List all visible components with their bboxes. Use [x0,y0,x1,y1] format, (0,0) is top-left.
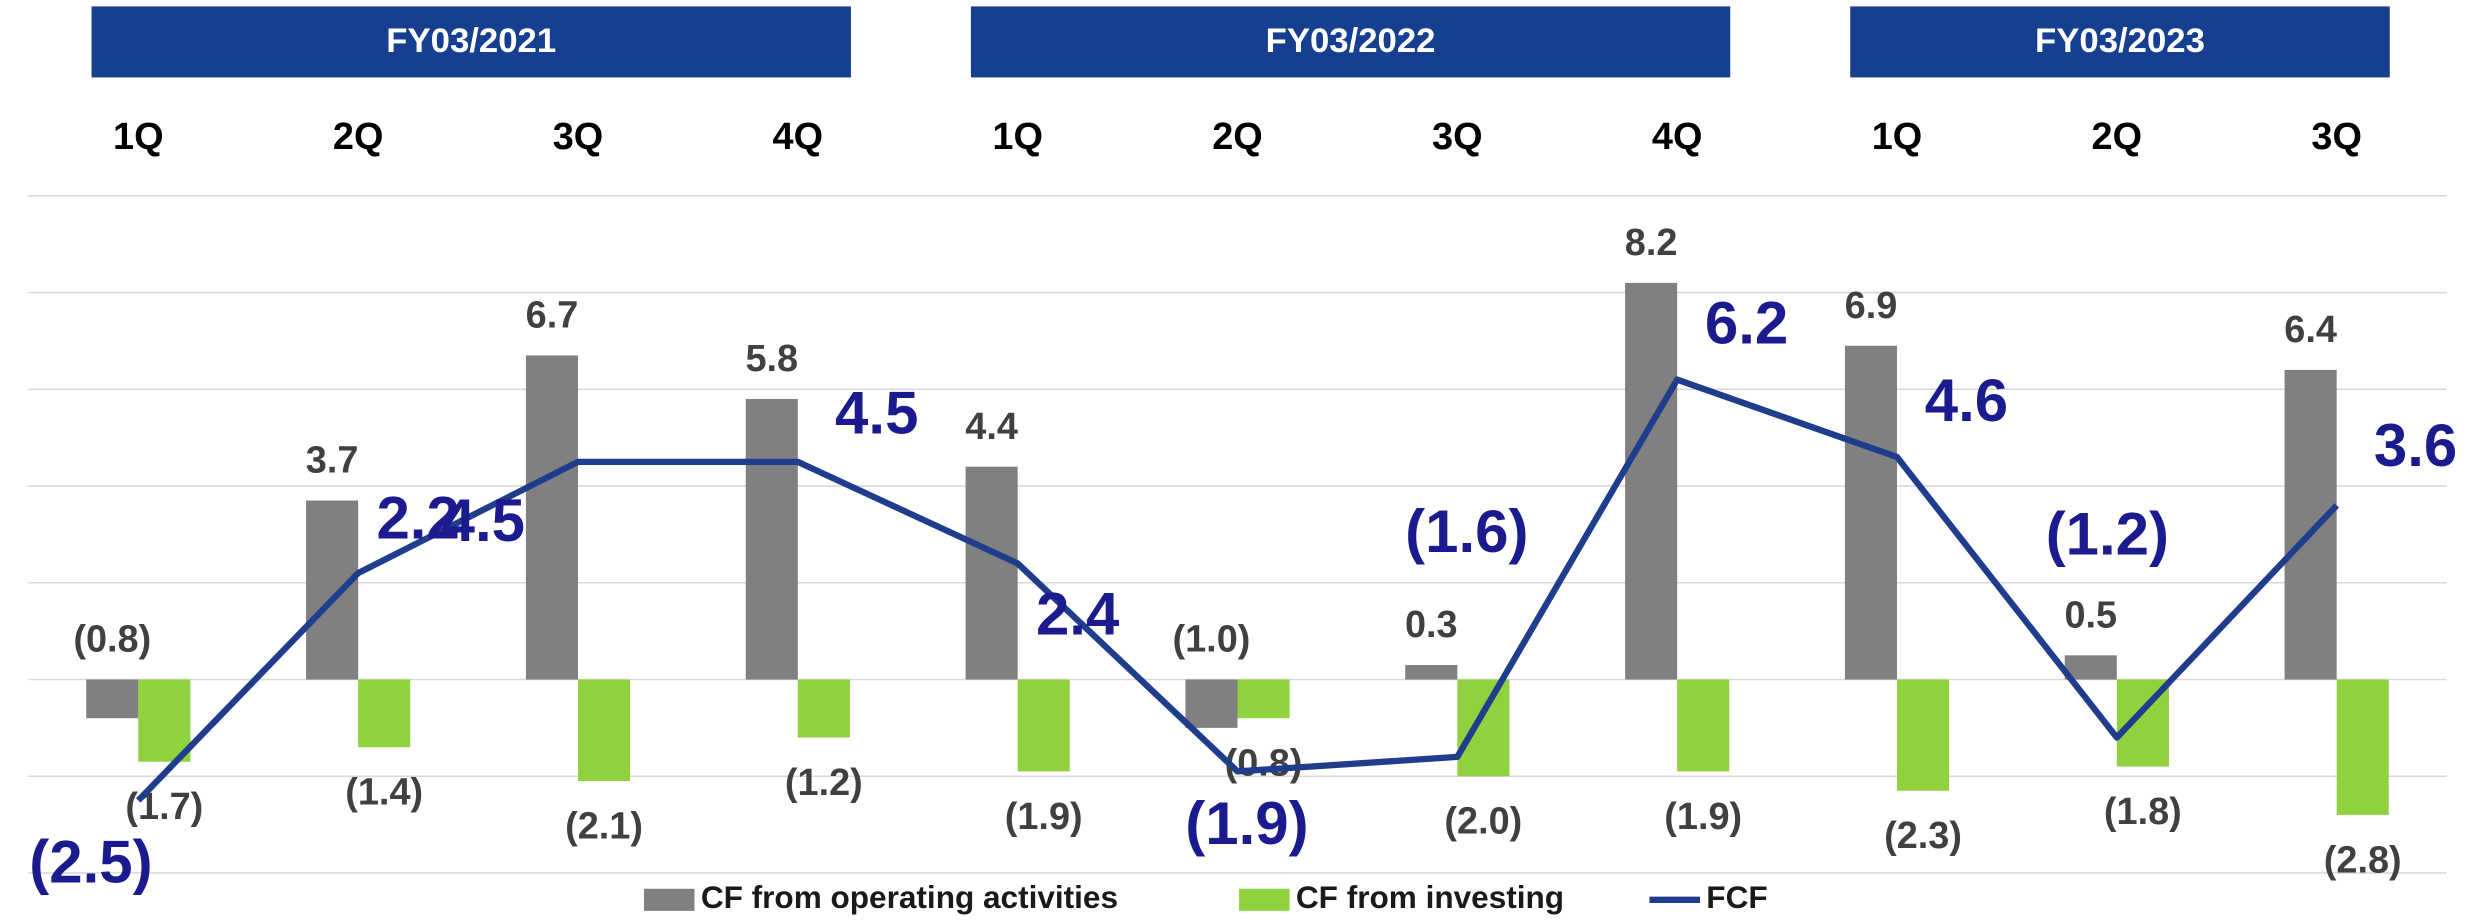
data-label: (1.4) [345,772,423,814]
x-tick-label: 1Q [992,116,1043,158]
bar [745,398,798,680]
legend-swatch [644,888,695,911]
data-label: 8.2 [1625,222,1678,264]
bar [1185,679,1238,728]
bar [1677,679,1730,772]
group-label: FY03/2021 [386,22,556,60]
data-label: (1.9) [1664,796,1742,838]
bar [1844,345,1898,680]
bar [1625,282,1678,680]
legend-label: CF from investing [1296,879,1564,915]
bar [1897,679,1950,791]
x-tick-label: 2Q [333,116,384,158]
legend-label: CF from operating activities [701,879,1118,915]
group-header [91,6,851,78]
data-label: 0.5 [2064,594,2117,636]
data-label: 6.9 [1845,285,1898,327]
bar [358,679,411,748]
bar [525,355,578,680]
bar [577,679,631,782]
bar [1457,679,1510,777]
data-label: 5.8 [745,338,798,380]
fcf-label: 3.6 [2374,412,2457,479]
data-label: (1.7) [125,786,203,828]
bar [1017,679,1070,772]
data-label: (1.2) [785,762,863,804]
fcf-label: (1.9) [1185,790,1308,857]
bar [1237,679,1290,719]
bar [797,679,850,738]
fcf-label: 2.2 [376,484,459,551]
fcf-label: (1.6) [1405,498,1528,565]
fcf-label: 4.6 [1925,367,2008,434]
bar [2064,655,2117,680]
x-tick-label: 4Q [773,116,824,158]
data-label: (1.0) [1173,619,1251,661]
fcf-label: 2.4 [1036,581,1120,648]
data-label: (2.8) [2324,839,2402,881]
fcf-label: 4.5 [442,487,525,554]
data-label: (1.9) [1005,796,1083,838]
x-tick-label: 2Q [1212,116,1263,158]
x-tick-label: 1Q [1872,116,1923,158]
group-label: FY03/2023 [2035,22,2205,60]
data-label: 6.7 [526,295,579,337]
bar [138,679,191,762]
data-label: (2.3) [1884,815,1962,857]
fcf-label: 4.5 [835,379,918,446]
fcf-label: 6.2 [1705,289,1788,356]
group-label: FY03/2022 [1266,22,1436,60]
x-tick-label: 3Q [553,116,604,158]
data-label: (2.0) [1444,801,1522,843]
fcf-line [136,376,2339,803]
fcf-label: (1.2) [2046,501,2169,568]
data-label: 0.3 [1405,604,1458,646]
group-header [1850,6,2390,78]
legend-label: FCF [1706,879,1767,915]
data-label: 6.4 [2284,309,2337,351]
legend-swatch [1239,888,1290,911]
data-label: (0.8) [73,619,151,661]
bar [2284,369,2337,680]
x-tick-label: 1Q [113,116,164,158]
data-label: 3.7 [306,440,359,482]
bar [86,679,139,719]
x-tick-label: 2Q [2092,116,2143,158]
data-label: (0.8) [1225,743,1303,785]
fcf-label: (2.5) [29,829,152,896]
data-label: (1.8) [2104,791,2182,833]
bar [1405,664,1458,680]
bar [965,466,1018,680]
group-header [970,6,1731,78]
data-label: 4.4 [965,406,1018,448]
x-tick-label: 4Q [1652,116,1703,158]
x-tick-label: 3Q [2311,116,2362,158]
data-label: (2.1) [565,805,643,847]
x-tick-label: 3Q [1432,116,1483,158]
bar [2336,679,2389,815]
bar [306,500,359,680]
